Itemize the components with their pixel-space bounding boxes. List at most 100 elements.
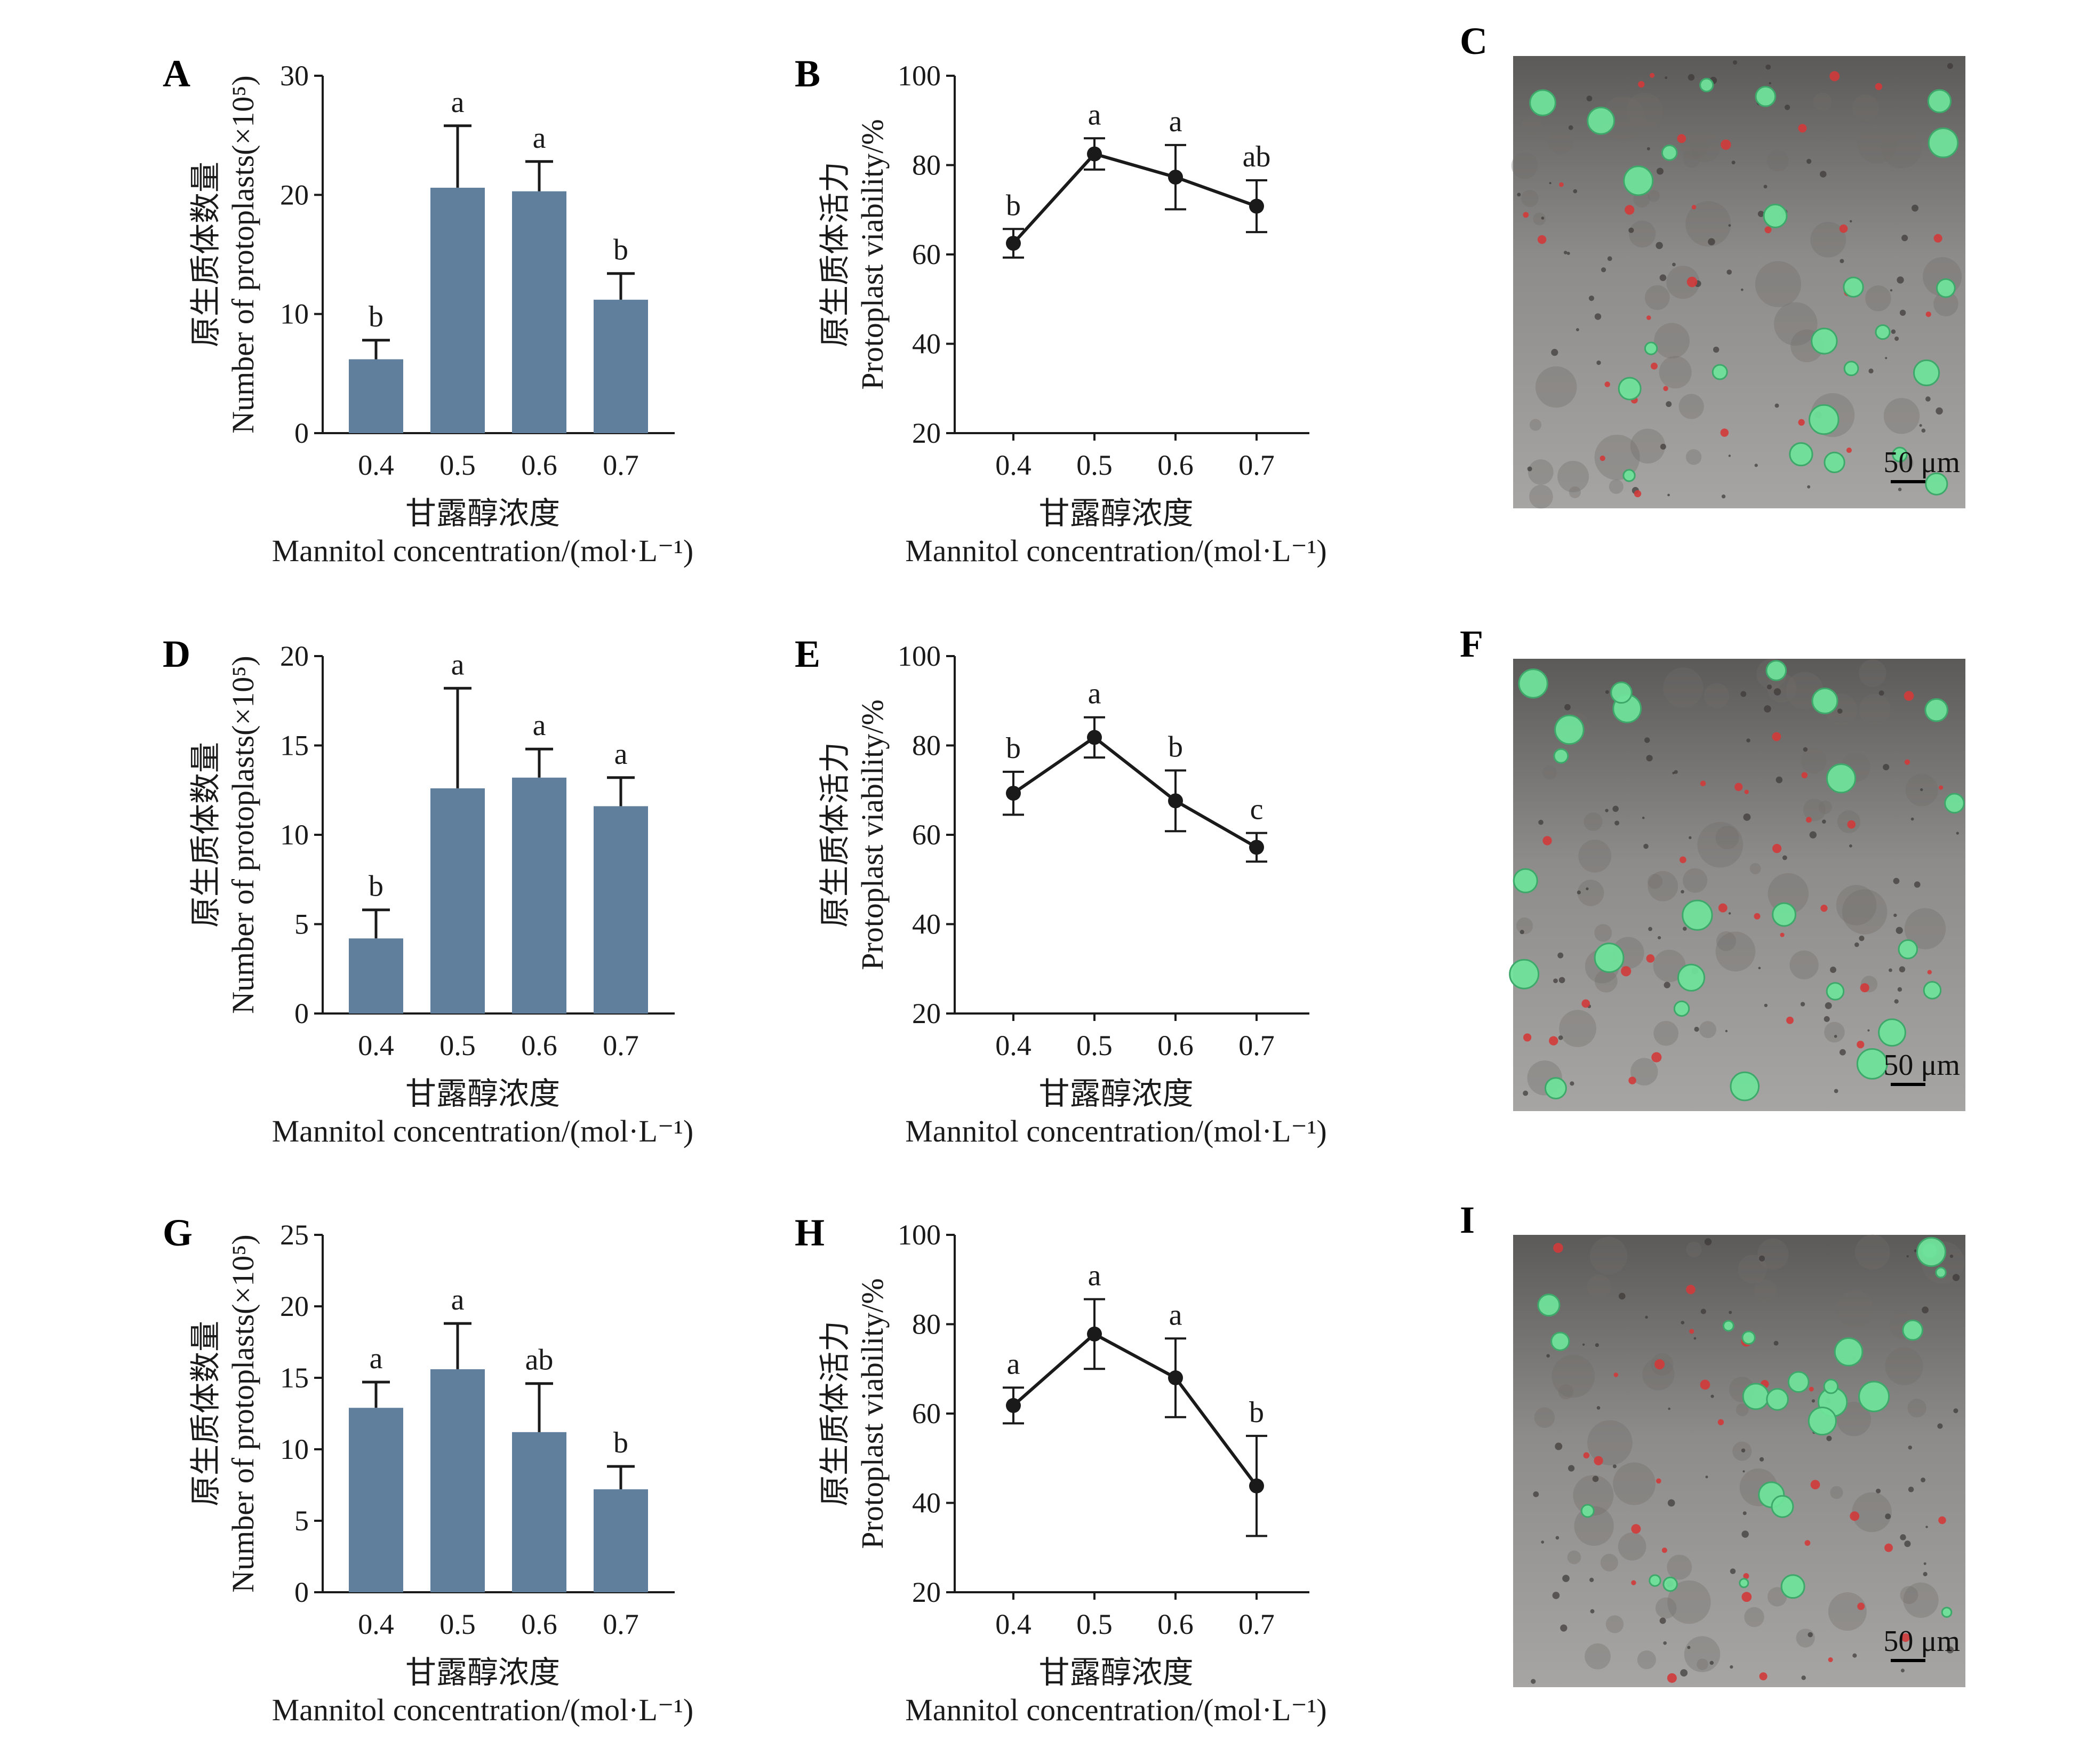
background-particle (1828, 1592, 1867, 1631)
y-tick-label: 20 (280, 640, 309, 672)
dark-speck (1746, 738, 1750, 743)
background-particle (1836, 1290, 1874, 1328)
green-protoplast (1944, 793, 1965, 814)
dark-speck (1800, 1002, 1805, 1007)
dark-speck (1552, 1592, 1560, 1599)
dark-speck (1883, 764, 1890, 771)
y-axis-label-cn: 原生质体活力 (818, 162, 852, 347)
dark-speck (1646, 755, 1653, 762)
dark-speck (1573, 189, 1578, 194)
dark-speck (1728, 224, 1731, 227)
background-particle (1857, 124, 1897, 164)
dark-speck (1904, 1540, 1911, 1547)
bar (512, 191, 566, 433)
bar (594, 1489, 648, 1592)
red-protoplast (1754, 913, 1761, 920)
background-particle (1655, 1597, 1677, 1619)
background-particle (1907, 1399, 1926, 1418)
background-particle (1628, 220, 1656, 248)
dark-speck (1900, 1534, 1906, 1540)
background-particle (1535, 366, 1577, 408)
dark-speck (1558, 1035, 1563, 1040)
dark-speck (1937, 1423, 1943, 1429)
dark-speck (1576, 328, 1579, 331)
dark-speck (1759, 1457, 1764, 1462)
dark-speck (1769, 82, 1771, 85)
dark-speck (1568, 125, 1573, 130)
dark-speck (1533, 1491, 1539, 1497)
dark-speck (1601, 267, 1606, 273)
data-point (1006, 1398, 1021, 1413)
background-particle (1836, 884, 1877, 925)
significance-letter: ab (525, 1344, 554, 1377)
x-axis-label-cn: 甘露醇浓度 (405, 1655, 560, 1690)
red-protoplast (1537, 235, 1547, 244)
y-axis-label-en: Protoplast viability/% (855, 1278, 890, 1549)
green-protoplast (1923, 981, 1942, 1000)
background-particle (1589, 1236, 1628, 1275)
x-tick-label: 0.5 (1076, 449, 1113, 481)
red-protoplast (1820, 905, 1828, 912)
background-particle (1810, 221, 1846, 258)
red-protoplast (1798, 419, 1805, 426)
dark-speck (1665, 76, 1668, 79)
dark-speck (1764, 1003, 1768, 1008)
y-tick-label: 10 (280, 819, 309, 851)
dark-speck (1713, 346, 1720, 353)
x-tick-label: 0.5 (439, 1608, 476, 1640)
dark-speck (1906, 1255, 1909, 1258)
dark-speck (1899, 966, 1906, 972)
green-protoplast (1936, 278, 1956, 298)
y-tick-label: 10 (280, 1433, 309, 1465)
dark-speck (1819, 171, 1827, 178)
red-protoplast (1663, 386, 1668, 392)
red-protoplast (1613, 1372, 1619, 1377)
dark-speck (1849, 844, 1852, 848)
red-protoplast (1933, 234, 1942, 243)
dark-speck (1910, 817, 1914, 821)
red-protoplast (1809, 1386, 1814, 1392)
background-particle (1813, 92, 1832, 111)
red-protoplast (1634, 490, 1642, 498)
background-particle (1577, 880, 1604, 906)
dark-speck (1925, 396, 1931, 402)
significance-letter: a (533, 122, 546, 155)
background-particle (1933, 291, 1958, 316)
background-particle (1881, 127, 1922, 169)
significance-letter: a (451, 86, 465, 119)
dark-speck (1740, 691, 1747, 697)
dark-speck (1672, 262, 1676, 267)
background-particle (1859, 659, 1886, 687)
dark-speck (1730, 1568, 1736, 1574)
dark-speck (1914, 881, 1921, 888)
dark-speck (1657, 936, 1661, 940)
dark-speck (1854, 942, 1859, 947)
panel-label: E (795, 633, 820, 675)
green-protoplast (1537, 1294, 1561, 1317)
x-tick-label: 0.4 (995, 449, 1031, 481)
red-protoplast (1857, 1041, 1865, 1049)
red-protoplast (1901, 1633, 1910, 1642)
dark-speck (1527, 466, 1532, 472)
panel-label: I (1460, 1199, 1475, 1241)
background-particle (1697, 821, 1744, 868)
x-tick-label: 0.4 (995, 1608, 1031, 1640)
dark-speck (1952, 1274, 1960, 1281)
dark-speck (1741, 1530, 1749, 1538)
x-axis-label-en: Mannitol concentration/(mol·L⁻¹) (272, 1693, 694, 1727)
background-particle (1842, 889, 1888, 935)
dark-speck (1899, 309, 1906, 316)
green-protoplast (1780, 1574, 1805, 1599)
dark-speck (1740, 288, 1744, 291)
dark-speck (1551, 349, 1558, 356)
significance-letter: a (1169, 1298, 1182, 1331)
background-particle (1824, 1021, 1845, 1043)
chart-A: A 0 10 20 30 0.4 0.5 0.6 0.7 b a a b 原生质体数量 Number of … (163, 52, 693, 568)
dark-speck (1607, 256, 1612, 261)
background-particle (1796, 1629, 1815, 1648)
y-tick-label: 0 (294, 1576, 309, 1608)
dark-speck (1659, 1617, 1666, 1624)
red-protoplast (1651, 1052, 1662, 1063)
background-particle (1754, 1279, 1777, 1302)
green-protoplast (1902, 1319, 1924, 1341)
